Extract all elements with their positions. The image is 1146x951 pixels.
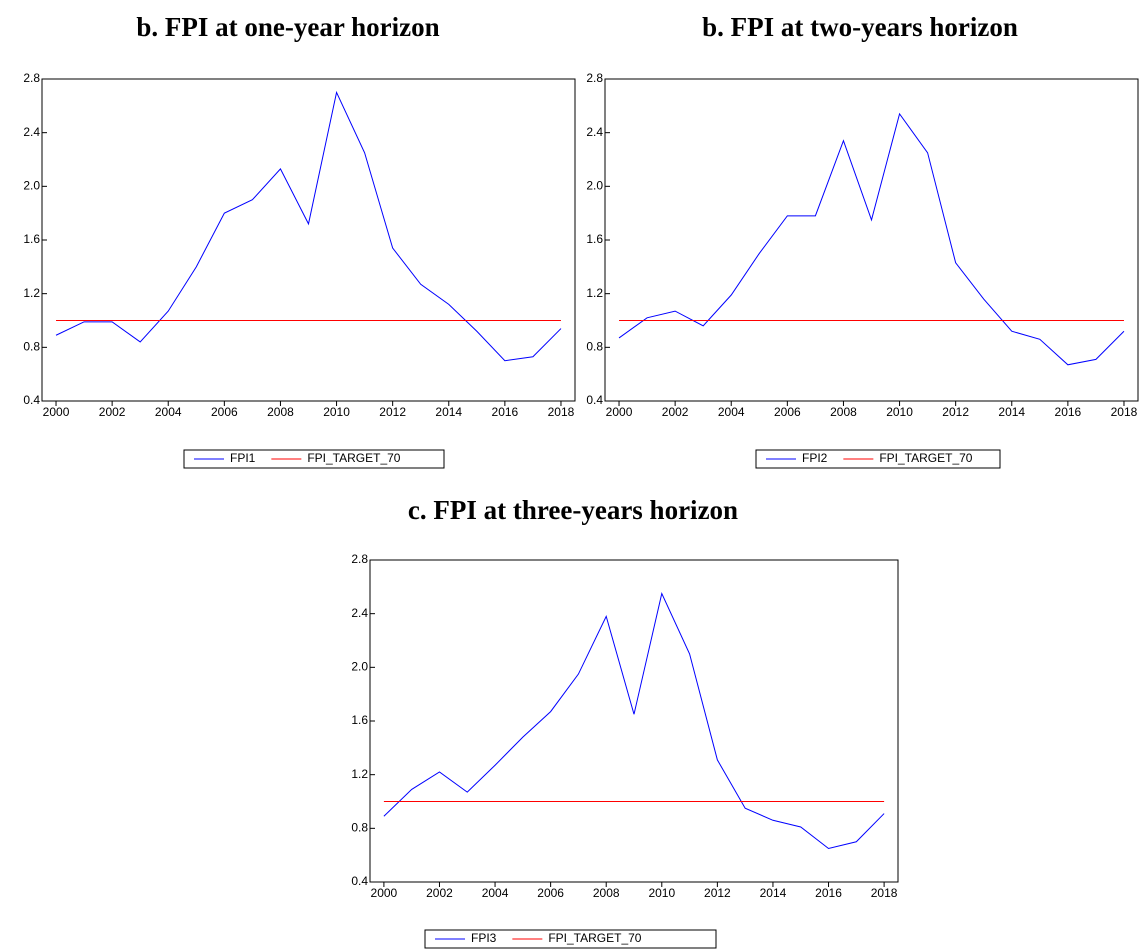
x-tick-label: 2014: [760, 886, 787, 900]
series-line: [383, 592, 885, 850]
y-tick-label: 2.8: [351, 552, 368, 566]
x-tick-label: 2018: [871, 886, 898, 900]
x-tick-label: 2016: [815, 886, 842, 900]
chart-title: b. FPI at one-year horizon: [136, 12, 439, 42]
x-tick-label: 2012: [942, 405, 969, 419]
x-tick-label: 2008: [593, 886, 620, 900]
y-tick-label: 1.6: [586, 232, 603, 246]
x-tick-label: 2002: [426, 886, 453, 900]
y-tick-label: 2.8: [23, 71, 40, 85]
y-tick-label: 0.4: [351, 874, 368, 888]
x-tick-label: 2006: [211, 405, 238, 419]
x-tick-label: 2008: [267, 405, 294, 419]
x-tick-label: 2010: [323, 405, 350, 419]
chart-title: c. FPI at three-years horizon: [408, 495, 738, 525]
plot-frame: [604, 78, 1139, 402]
legend-box: [183, 449, 445, 469]
x-tick-label: 2012: [704, 886, 731, 900]
x-tick-label: 2006: [774, 405, 801, 419]
x-tick-label: 2016: [1055, 405, 1082, 419]
legend-label: FPI1: [230, 451, 256, 465]
x-tick-label: 2010: [886, 405, 913, 419]
x-tick-label: 2004: [482, 886, 509, 900]
y-tick-label: 1.2: [586, 286, 603, 300]
y-tick-label: 1.6: [23, 232, 40, 246]
plot-frame: [41, 78, 576, 402]
y-tick-label: 1.2: [351, 767, 368, 781]
legend-label: FPI3: [471, 931, 497, 945]
x-tick-label: 2010: [648, 886, 675, 900]
series-line: [55, 90, 562, 362]
x-tick-label: 2004: [718, 405, 745, 419]
legend-box: [424, 929, 717, 949]
y-tick-label: 0.4: [586, 393, 603, 407]
x-tick-label: 2002: [662, 405, 689, 419]
x-tick-label: 2018: [548, 405, 575, 419]
x-tick-label: 2014: [998, 405, 1025, 419]
x-tick-label: 2012: [379, 405, 406, 419]
x-tick-label: 2002: [99, 405, 126, 419]
y-tick-label: 2.8: [586, 71, 603, 85]
y-tick-label: 2.0: [586, 179, 603, 193]
x-tick-label: 2016: [492, 405, 519, 419]
y-tick-label: 2.4: [23, 125, 40, 139]
x-tick-label: 2006: [537, 886, 564, 900]
x-tick-label: 2000: [371, 886, 398, 900]
y-tick-label: 0.8: [23, 340, 40, 354]
y-tick-label: 0.8: [351, 821, 368, 835]
chart-title: b. FPI at two-years horizon: [702, 12, 1018, 42]
x-tick-label: 2004: [155, 405, 182, 419]
x-tick-label: 2008: [830, 405, 857, 419]
x-tick-label: 2000: [43, 405, 70, 419]
legend-label: FPI_TARGET_70: [548, 931, 641, 945]
y-tick-label: 0.8: [586, 340, 603, 354]
series-line: [618, 112, 1125, 366]
y-tick-label: 1.6: [351, 713, 368, 727]
legend-label: FPI2: [802, 451, 828, 465]
y-tick-label: 1.2: [23, 286, 40, 300]
legend-box: [755, 449, 1001, 469]
y-tick-label: 2.0: [23, 179, 40, 193]
y-tick-label: 0.4: [23, 393, 40, 407]
legend-label: FPI_TARGET_70: [307, 451, 400, 465]
x-tick-label: 2000: [606, 405, 633, 419]
y-tick-label: 2.4: [351, 606, 368, 620]
x-tick-label: 2014: [435, 405, 462, 419]
x-tick-label: 2018: [1111, 405, 1138, 419]
plot-frame: [369, 559, 899, 883]
y-tick-label: 2.4: [586, 125, 603, 139]
y-tick-label: 2.0: [351, 660, 368, 674]
legend-label: FPI_TARGET_70: [879, 451, 972, 465]
